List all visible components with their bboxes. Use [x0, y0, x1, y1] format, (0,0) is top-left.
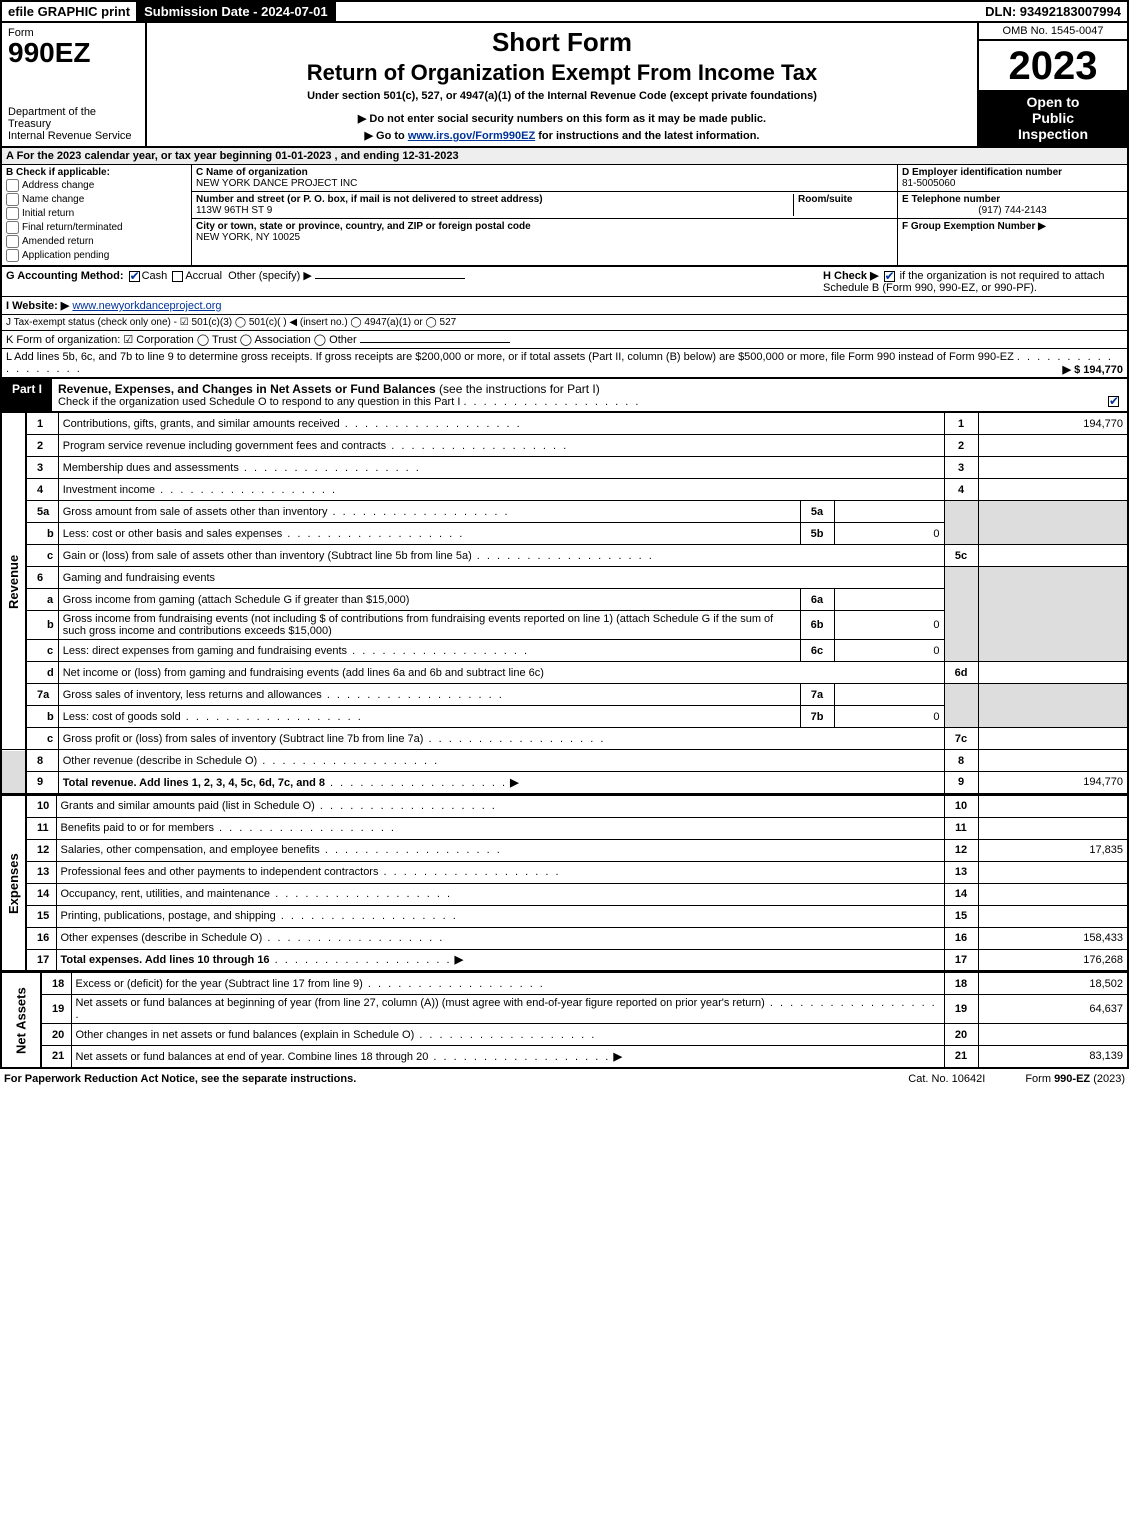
chk-amended-return[interactable]: Amended return — [6, 235, 187, 248]
total-expenses: 176,268 — [978, 949, 1128, 971]
b-label: B Check if applicable: — [6, 167, 187, 178]
room-label: Room/suite — [798, 194, 893, 205]
revenue-vlabel: Revenue — [1, 413, 26, 750]
header-left: Form 990EZ Department of the Treasury In… — [2, 23, 147, 146]
header-right: OMB No. 1545-0047 2023 Open to Public In… — [977, 23, 1127, 146]
section-def: D Employer identification number 81-5005… — [897, 165, 1127, 265]
ein-label: D Employer identification number — [902, 167, 1123, 178]
netassets-vlabel: Net Assets — [1, 973, 41, 1068]
revenue-table: Revenue 1 Contributions, gifts, grants, … — [0, 412, 1129, 795]
website-link[interactable]: www.newyorkdanceproject.org — [72, 300, 221, 312]
city-label: City or town, state or province, country… — [196, 221, 531, 232]
city-val: NEW YORK, NY 10025 — [196, 232, 531, 243]
chk-accrual[interactable] — [172, 271, 183, 282]
org-name: NEW YORK DANCE PROJECT INC — [196, 178, 893, 189]
chk-application-pending[interactable]: Application pending — [6, 249, 187, 262]
line-12-amount: 17,835 — [978, 839, 1128, 861]
part-i-header: Part I Revenue, Expenses, and Changes in… — [0, 379, 1129, 412]
form-header: Form 990EZ Department of the Treasury In… — [0, 23, 1129, 148]
section-a: A For the 2023 calendar year, or tax yea… — [0, 148, 1129, 165]
net-assets-table: Net Assets 18 Excess or (deficit) for th… — [0, 972, 1129, 1069]
dln: DLN: 93492183007994 — [979, 2, 1127, 21]
ein-value: 81-5005060 — [902, 178, 1123, 189]
chk-address-change[interactable]: Address change — [6, 179, 187, 192]
paperwork-notice: For Paperwork Reduction Act Notice, see … — [4, 1073, 868, 1085]
catalog-number: Cat. No. 10642I — [908, 1073, 985, 1085]
under-section: Under section 501(c), 527, or 4947(a)(1)… — [155, 90, 969, 102]
chk-name-change[interactable]: Name change — [6, 193, 187, 206]
section-bcdef: B Check if applicable: Address change Na… — [0, 165, 1129, 267]
top-bar: efile GRAPHIC print Submission Date - 20… — [0, 0, 1129, 23]
tel-value: (917) 744-2143 — [902, 205, 1123, 216]
form-number: 990EZ — [8, 39, 139, 67]
part-i-tab: Part I — [2, 379, 52, 411]
efile-print[interactable]: efile GRAPHIC print — [2, 2, 138, 21]
line-16-amount: 158,433 — [978, 927, 1128, 949]
street-val: 113W 96TH ST 9 — [196, 205, 793, 216]
irs-link[interactable]: www.irs.gov/Form990EZ — [408, 130, 535, 142]
section-h: H Check ▶ if the organization is not req… — [823, 269, 1123, 294]
chk-initial-return[interactable]: Initial return — [6, 207, 187, 220]
section-k: K Form of organization: ☑ Corporation ◯ … — [0, 331, 1129, 349]
section-l: L Add lines 5b, 6c, and 7b to line 9 to … — [0, 349, 1129, 379]
page-footer: For Paperwork Reduction Act Notice, see … — [0, 1069, 1129, 1089]
header-mid: Short Form Return of Organization Exempt… — [147, 23, 977, 146]
department: Department of the Treasury Internal Reve… — [8, 106, 139, 142]
goto-link[interactable]: ▶ Go to www.irs.gov/Form990EZ for instru… — [155, 129, 969, 142]
section-g: G Accounting Method: Cash Accrual Other … — [6, 269, 823, 294]
tax-year: 2023 — [979, 41, 1127, 90]
submission-date: Submission Date - 2024-07-01 — [138, 2, 336, 21]
short-form-title: Short Form — [155, 27, 969, 58]
line-18-amount: 18,502 — [978, 973, 1128, 995]
chk-h[interactable] — [884, 271, 895, 282]
section-j: J Tax-exempt status (check only one) - ☑… — [0, 315, 1129, 331]
group-exemption-label: F Group Exemption Number ▶ — [902, 221, 1123, 232]
chk-cash[interactable] — [129, 271, 140, 282]
no-ssn-note: ▶ Do not enter social security numbers o… — [155, 112, 969, 125]
part-i-title: Revenue, Expenses, and Changes in Net As… — [52, 379, 1127, 411]
total-revenue: 194,770 — [978, 772, 1128, 794]
street-label: Number and street (or P. O. box, if mail… — [196, 194, 793, 205]
chk-final-return[interactable]: Final return/terminated — [6, 221, 187, 234]
line-1-amount: 194,770 — [978, 413, 1128, 435]
section-c: C Name of organization NEW YORK DANCE PR… — [192, 165, 897, 265]
omb-number: OMB No. 1545-0047 — [979, 23, 1127, 41]
org-name-label: C Name of organization — [196, 167, 893, 178]
expenses-vlabel: Expenses — [1, 795, 26, 971]
open-inspection: Open to Public Inspection — [979, 90, 1127, 146]
tel-label: E Telephone number — [902, 194, 1123, 205]
line-19-amount: 64,637 — [978, 995, 1128, 1024]
line-21-amount: 83,139 — [978, 1046, 1128, 1068]
section-gh: G Accounting Method: Cash Accrual Other … — [0, 267, 1129, 297]
expenses-table: Expenses 10 Grants and similar amounts p… — [0, 795, 1129, 973]
gross-receipts: ▶ $ 194,770 — [1063, 363, 1123, 376]
section-b: B Check if applicable: Address change Na… — [2, 165, 192, 265]
return-title: Return of Organization Exempt From Incom… — [155, 60, 969, 86]
chk-schedule-o[interactable] — [1108, 396, 1119, 407]
section-i: I Website: ▶ www.newyorkdanceproject.org — [0, 297, 1129, 315]
form-id: Form 990-EZ (2023) — [1025, 1073, 1125, 1085]
